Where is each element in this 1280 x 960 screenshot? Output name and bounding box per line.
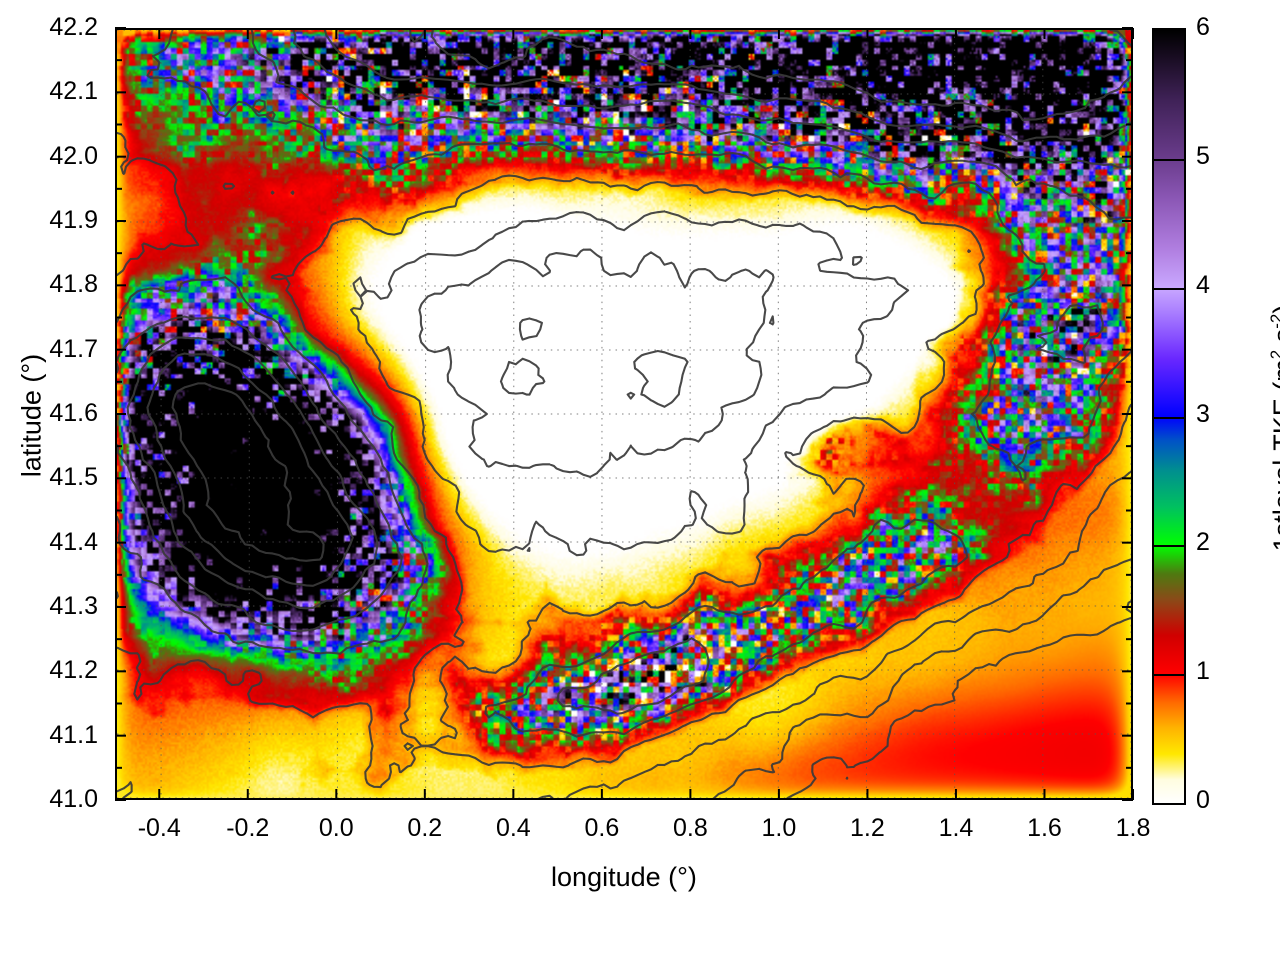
terrain-contour-lines <box>117 30 1131 798</box>
colorbar-title-exp1: 2 <box>1267 350 1280 359</box>
colorbar-tick-label: 2 <box>1196 528 1210 557</box>
y-tick-label: 42.2 <box>49 13 98 41</box>
y-tick-label: 41.0 <box>49 785 98 813</box>
x-tick-label: 1.0 <box>761 814 797 842</box>
plot-area <box>115 28 1133 800</box>
colorbar-tick-mark <box>1154 674 1184 677</box>
colorbar-title-exp2: -2 <box>1267 313 1280 329</box>
colorbar-tick-label: 1 <box>1196 657 1210 686</box>
x-axis-title: longitude (°) <box>551 862 697 892</box>
y-tick-label: 41.6 <box>49 399 98 427</box>
x-tick-label: 0.0 <box>318 814 354 842</box>
y-tick-label: 42.1 <box>49 77 98 106</box>
colorbar-title: 1stlevel-TKE (m2 s-2) <box>1267 263 1280 593</box>
x-tick-label: -0.4 <box>137 814 181 842</box>
y-tick-label: 41.3 <box>49 592 98 620</box>
y-tick-label: 41.9 <box>49 206 98 234</box>
colorbar-tick-label: 0 <box>1196 786 1210 814</box>
x-tick-label: 0.8 <box>673 814 708 842</box>
x-tick-label: 1.6 <box>1027 814 1062 842</box>
x-tick-label: 1.4 <box>938 814 974 842</box>
colorbar-title-end: ) <box>1268 305 1280 314</box>
y-tick-label: 41.4 <box>49 527 98 556</box>
y-tick-label: 41.5 <box>49 463 98 492</box>
y-axis-title: latitude (°) <box>16 353 47 478</box>
x-tick-label: 1.2 <box>850 814 885 842</box>
y-tick-label: 41.1 <box>49 720 98 749</box>
colorbar-title-text: 1stlevel-TKE (m <box>1268 359 1280 552</box>
colorbar-tick-label: 4 <box>1196 270 1210 299</box>
colorbar <box>1152 28 1186 805</box>
y-tick-label: 41.2 <box>49 656 98 685</box>
y-tick-label: 42.0 <box>49 141 98 170</box>
colorbar-tick-mark <box>1154 545 1184 548</box>
colorbar-tick-mark <box>1154 158 1184 161</box>
x-tick-label: 0.4 <box>495 814 531 842</box>
colorbar-tick-mark <box>1154 287 1184 290</box>
colorbar-tick-label: 6 <box>1196 13 1210 41</box>
colorbar-tick-label: 3 <box>1196 399 1210 428</box>
x-tick-label: -0.2 <box>226 814 270 842</box>
colorbar-tick-label: 5 <box>1196 141 1210 170</box>
y-tick-label: 41.7 <box>49 334 98 363</box>
x-tick-label: 0.6 <box>584 814 620 842</box>
y-tick-label: 41.8 <box>49 270 98 299</box>
colorbar-title-mid: s <box>1268 329 1280 350</box>
x-tick-label: 1.8 <box>1115 814 1151 842</box>
x-tick-label: 0.2 <box>407 814 443 842</box>
colorbar-tick-mark <box>1154 416 1184 419</box>
